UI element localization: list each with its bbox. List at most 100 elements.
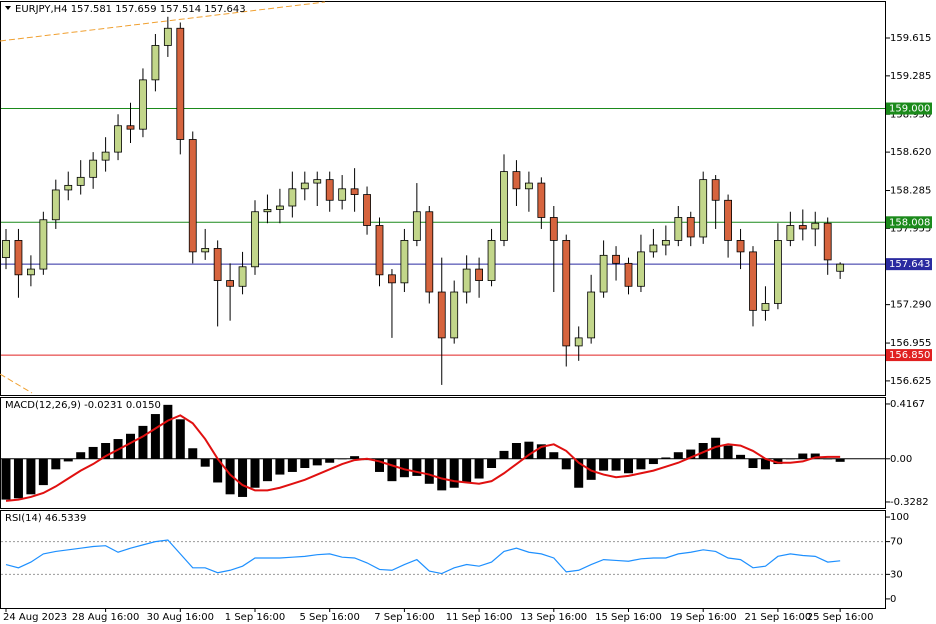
candle-body [574, 337, 583, 347]
macd-bar [760, 458, 770, 470]
macd-bar [412, 458, 422, 476]
macd-bar [275, 458, 285, 475]
x-tick-label: 7 Sep 16:00 [374, 612, 434, 623]
candle-body [549, 217, 558, 241]
candle-body [661, 240, 670, 246]
price-label-box [886, 102, 932, 115]
macd-bar [424, 458, 434, 484]
x-tick-label: 28 Aug 16:00 [72, 612, 139, 623]
candle-body [400, 240, 409, 284]
candle-body [599, 254, 608, 293]
x-tick-label: 11 Sep 16:00 [446, 612, 513, 623]
y-tick-label: 70 [890, 537, 903, 548]
macd-bar [101, 443, 111, 459]
macd-bar [624, 458, 633, 474]
macd-bar [126, 433, 135, 459]
y-tick-label: 100 [890, 512, 909, 523]
price-label: 156.850 [889, 350, 930, 361]
candle-body [624, 262, 633, 287]
candle-body [275, 205, 284, 210]
candle-body [226, 280, 235, 287]
candle-body [363, 194, 371, 226]
candle-body [338, 188, 347, 201]
macd-bar [661, 457, 671, 459]
macd-bar [524, 441, 534, 459]
candle-body [2, 240, 10, 259]
y-tick-label: 157.290 [890, 300, 931, 311]
rsi-title: RSI(14) 46.5339 [5, 513, 86, 524]
macd-bar [63, 458, 73, 462]
macd-bar [312, 458, 322, 466]
y-tick-label: 0 [890, 594, 896, 605]
macd-bar [213, 458, 223, 483]
candle-body [213, 248, 222, 281]
macd-bar [38, 458, 48, 486]
candle-body [637, 251, 645, 287]
menu-arrow[interactable] [5, 6, 11, 10]
macd-bar [163, 404, 173, 459]
macd-bar [337, 458, 347, 460]
candle-body [450, 291, 459, 339]
macd-bar [51, 458, 61, 470]
y-tick-label: 0.00 [890, 454, 912, 465]
macd-bar [13, 458, 23, 499]
price-label-box [886, 349, 932, 362]
trend-line [0, 1, 326, 42]
candle-body [14, 240, 23, 276]
candle-body [101, 151, 110, 161]
macd-bar [350, 456, 360, 459]
macd-bar [188, 448, 198, 459]
candle-body [562, 240, 571, 347]
candle-body [76, 176, 85, 186]
rsi-line [5, 539, 841, 575]
candle-body [313, 179, 322, 184]
macd-bar [723, 445, 733, 459]
candle-body [188, 139, 197, 253]
candle-body [176, 27, 185, 140]
x-tick-label: 25 Sep 16:00 [807, 612, 874, 623]
y-tick-label: 159.285 [890, 71, 931, 82]
candle-body [786, 225, 795, 241]
x-tick-label: 1 Sep 16:00 [225, 612, 285, 623]
macd-bar [549, 452, 559, 459]
candle-body [288, 188, 297, 207]
price-label: 159.000 [889, 104, 930, 115]
candle-body [537, 182, 546, 218]
y-tick-label: 157.955 [890, 223, 931, 234]
macd-bar [636, 458, 646, 470]
macd-bar [773, 458, 783, 465]
macd-panel [0, 397, 886, 509]
candle-body [774, 240, 782, 304]
macd-bar [698, 443, 708, 459]
candle-body [649, 244, 658, 253]
y-tick-label: 158.285 [890, 186, 931, 197]
macd-bar [325, 458, 335, 463]
macd-bar [76, 452, 86, 459]
candle-body [350, 188, 359, 195]
candle-body [836, 263, 845, 272]
candle-body [674, 217, 683, 241]
macd-bar [536, 444, 546, 459]
candle-body [736, 240, 745, 253]
candle-body [761, 303, 770, 311]
x-tick-label: 21 Sep 16:00 [745, 612, 812, 623]
candle-body [64, 184, 73, 191]
candle-body [724, 199, 732, 241]
macd-bar [1, 458, 11, 500]
macd-bar [748, 458, 758, 468]
macd-bar [138, 425, 148, 459]
macd-bar [785, 458, 795, 460]
candle-body [139, 79, 147, 130]
x-tick-label: 30 Aug 16:00 [147, 612, 214, 623]
macd-bar [611, 458, 621, 471]
y-tick-label: 159.615 [890, 33, 931, 44]
macd-title: MACD(12,26,9) -0.0231 0.0150 [5, 400, 161, 411]
candle-body [425, 211, 434, 293]
macd-bar [586, 458, 596, 480]
macd-bar [511, 443, 521, 459]
y-tick-label: -0.3282 [890, 497, 929, 508]
candle-body [487, 240, 496, 281]
macd-bar [599, 458, 609, 471]
macd-bar [287, 458, 297, 472]
